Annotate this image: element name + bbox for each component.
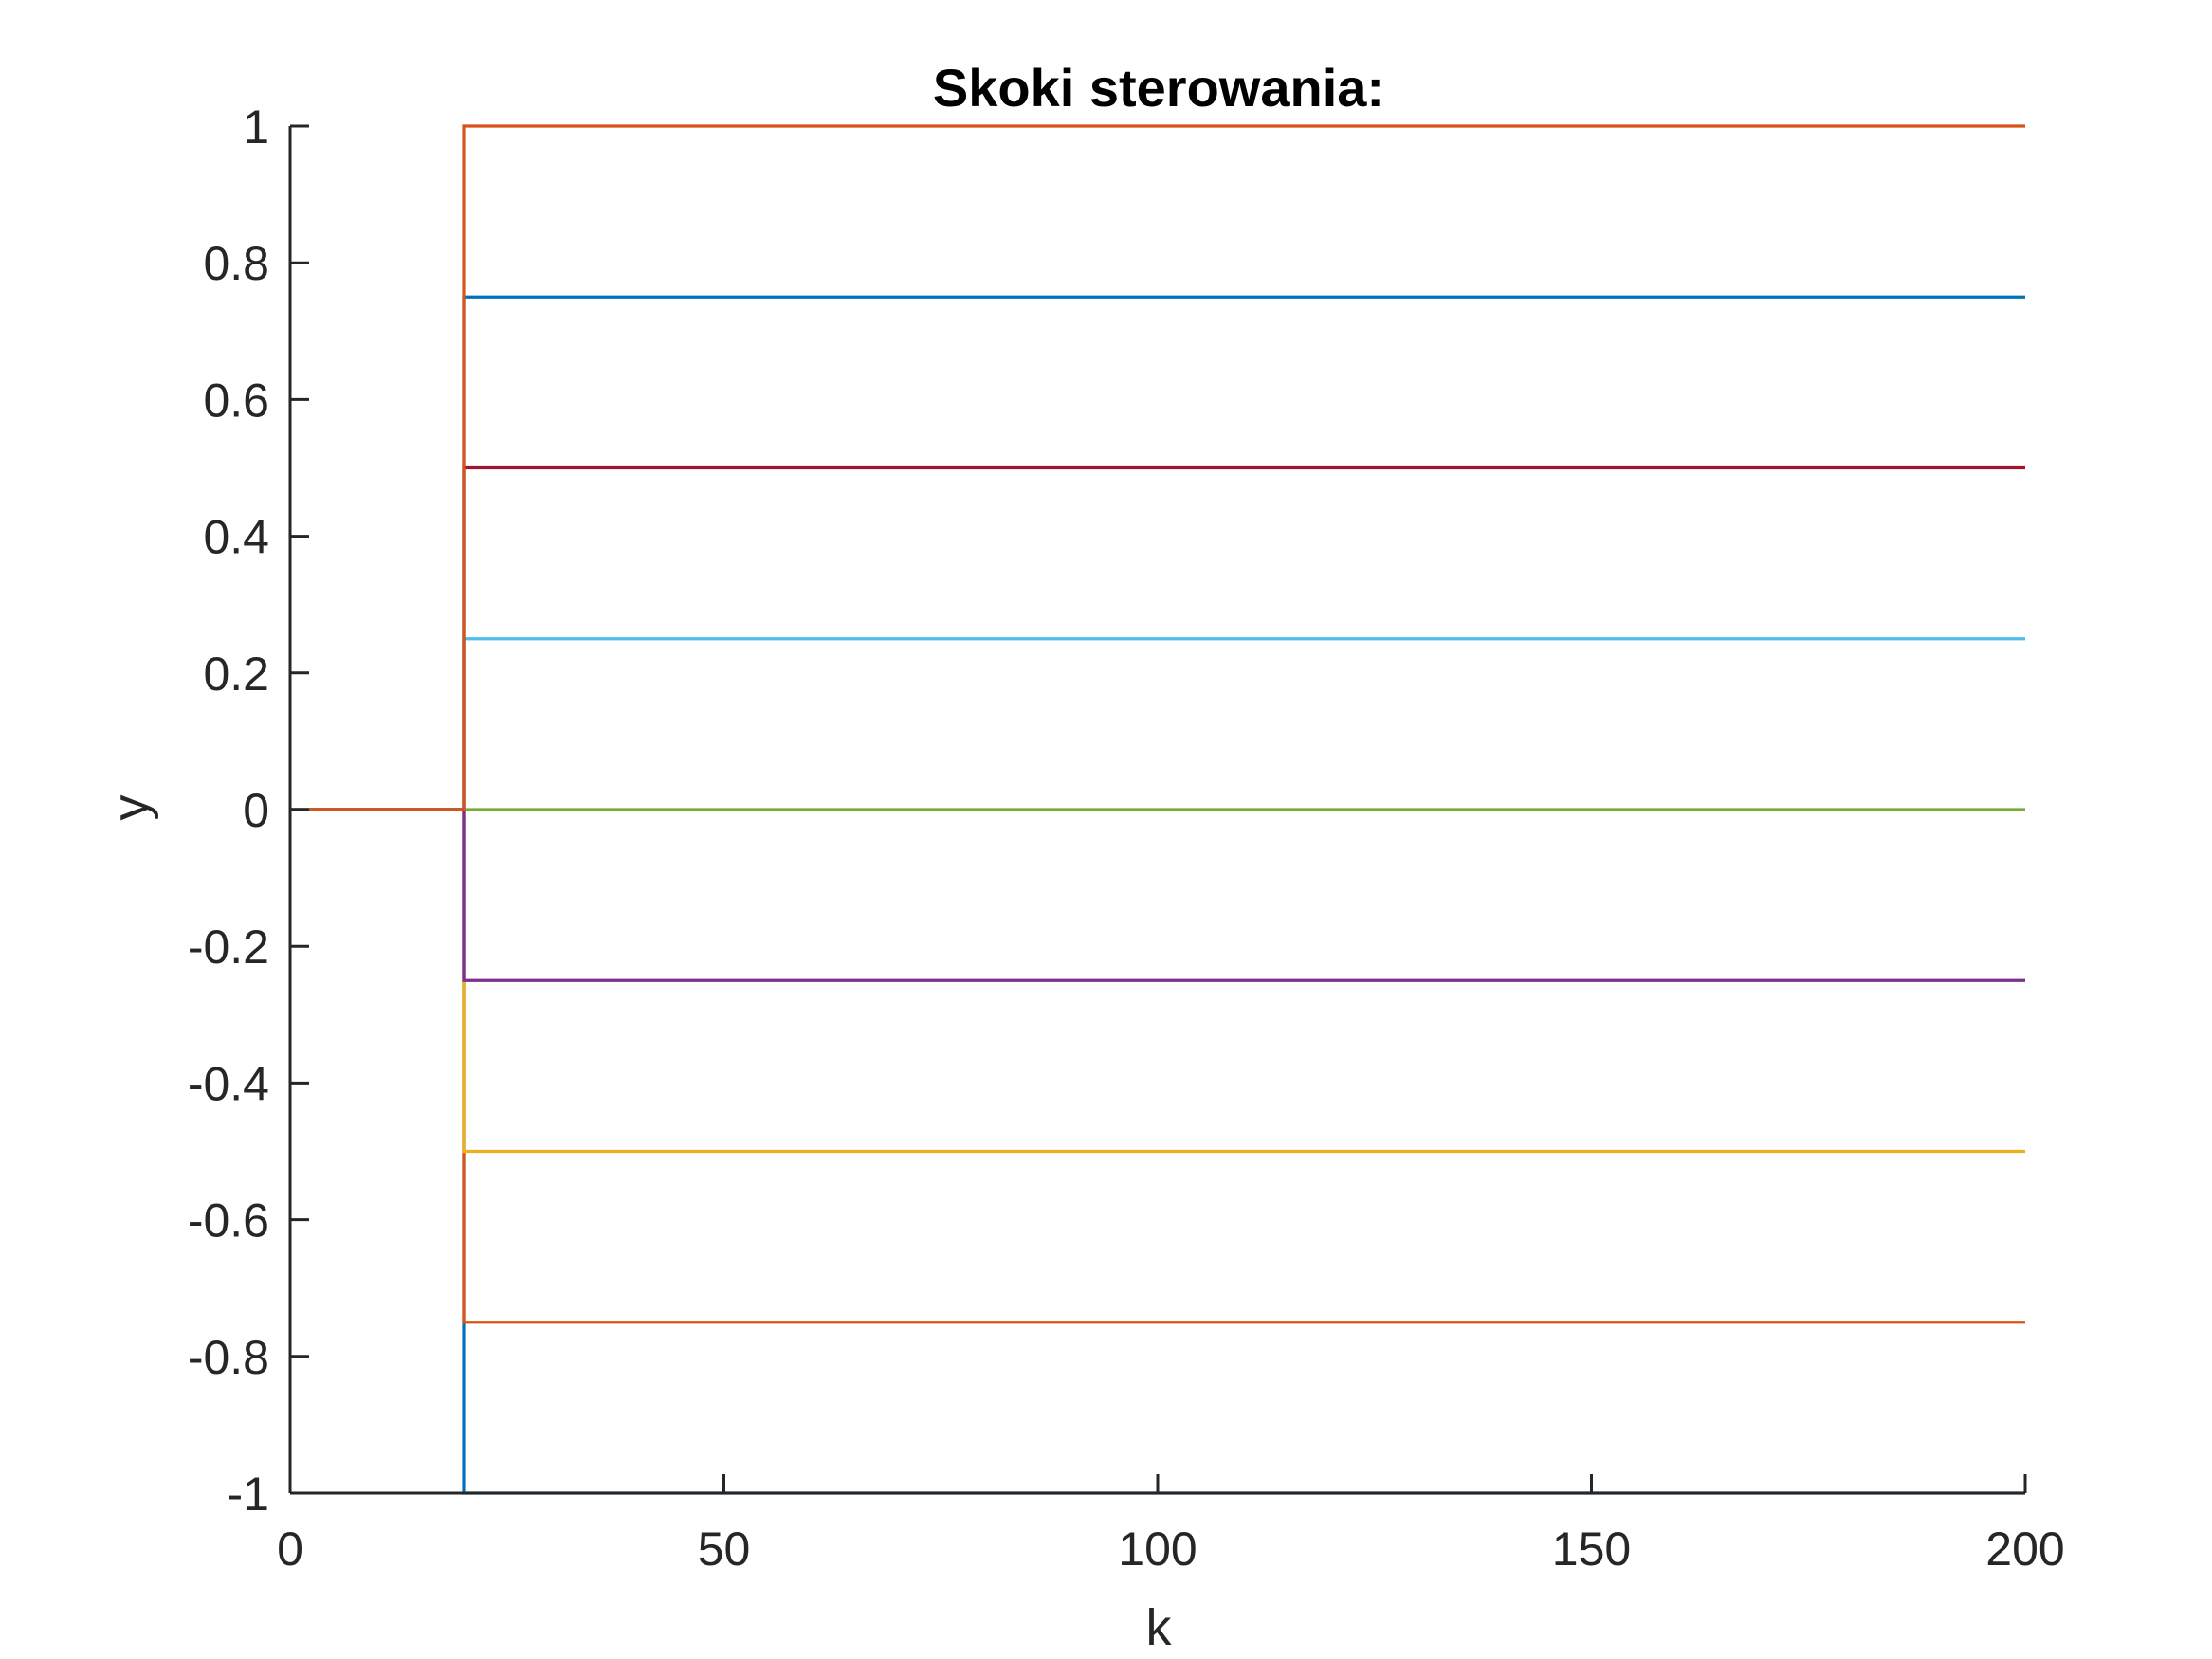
x-tick-label-2: 100 <box>1118 1522 1197 1576</box>
y-tick-label-1: -0.8 <box>188 1331 269 1384</box>
y-tick-label-2: -0.6 <box>188 1194 269 1248</box>
series-line-7 <box>290 295 2025 811</box>
y-tick-label-0: -1 <box>228 1468 269 1521</box>
series-line-5 <box>290 637 2025 811</box>
series-layer <box>290 124 2025 1495</box>
y-tick-label-10: 1 <box>243 100 269 154</box>
x-tick-label-3: 150 <box>1552 1522 1631 1576</box>
y-tick-label-7: 0.4 <box>203 511 269 564</box>
x-axis-label: k <box>1146 1599 1173 1656</box>
series-line-8 <box>290 124 2025 811</box>
y-tick-label-5: 0 <box>243 784 269 837</box>
ticks-layer: 0 50 100 150 200 -1 -0.8 -0.6 -0.4 -0.2 0 0.2 0.4 0.6… <box>188 100 2065 1576</box>
y-tick-label-3: -0.4 <box>188 1057 269 1110</box>
chart-title: Skoki sterowania: <box>933 58 1384 118</box>
y-tick-label-6: 0.2 <box>203 647 269 701</box>
y-tick-label-8: 0.6 <box>203 374 269 427</box>
y-tick-label-4: -0.2 <box>188 921 269 974</box>
series-line-3 <box>290 808 2025 982</box>
x-tick-label-4: 200 <box>1985 1522 2064 1576</box>
x-tick-label-0: 0 <box>277 1522 303 1576</box>
y-axis-label: y <box>102 795 159 821</box>
y-tick-label-9: 0.8 <box>203 237 269 290</box>
series-line-1 <box>290 808 2025 1324</box>
x-tick-label-1: 50 <box>698 1522 751 1576</box>
